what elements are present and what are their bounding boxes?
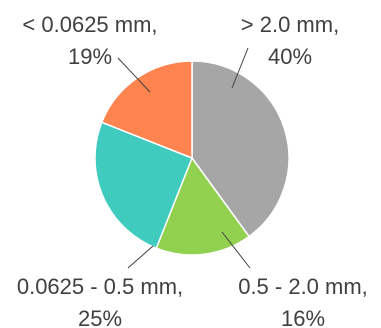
pie-slice-1 <box>191 60 290 238</box>
slice-percent-label-4: 19% <box>68 44 112 69</box>
pie-slice-3 <box>94 121 193 250</box>
slice-category-label-3: 0.0625 - 0.5 mm, <box>17 274 183 299</box>
leader-line-1 <box>231 47 249 89</box>
slice-percent-label-1: 40% <box>268 44 312 69</box>
leader-line-3 <box>127 245 154 269</box>
slice-category-label-2: 0.5 - 2.0 mm, <box>238 274 368 299</box>
leader-line-2 <box>221 231 251 269</box>
slice-category-label-1: > 2.0 mm, <box>241 12 339 37</box>
slice-percent-label-2: 16% <box>281 306 325 328</box>
pie-slice-2 <box>155 156 251 256</box>
slice-category-label-4: < 0.0625 mm, <box>22 12 157 37</box>
leader-line-4 <box>117 57 151 93</box>
pie-slice-4 <box>100 60 193 160</box>
slice-percent-label-3: 25% <box>78 306 122 328</box>
